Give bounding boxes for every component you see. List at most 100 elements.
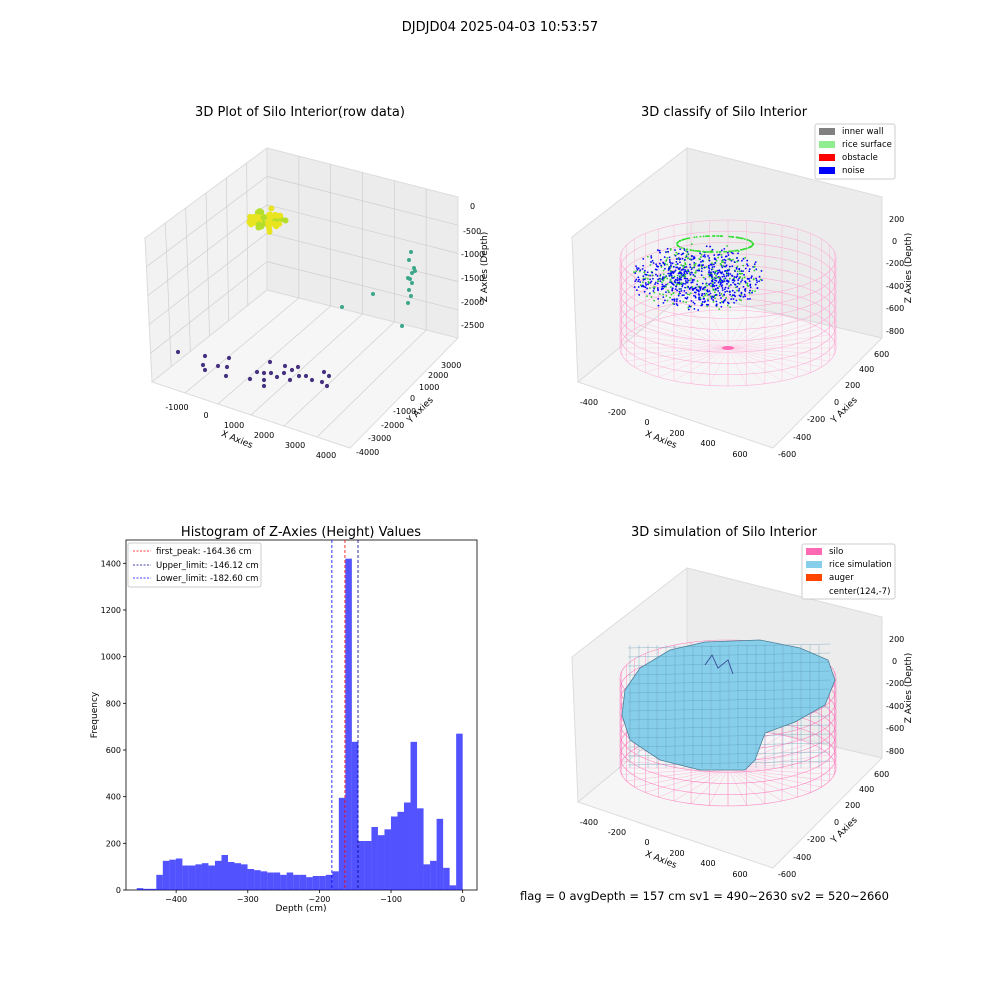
classify-point: [682, 300, 685, 303]
classify-point: [720, 293, 723, 295]
classify-point: [717, 281, 720, 284]
classify-point: [668, 275, 671, 277]
legend-label-inner-wall: inner wall: [842, 127, 883, 137]
classify-point: [684, 297, 687, 299]
silo-wire-spoke: [690, 347, 729, 384]
classify-point: [702, 235, 705, 238]
classify-point: [651, 277, 654, 280]
silo-wire-spoke: [727, 323, 811, 349]
classify-point: [683, 265, 686, 268]
classify-point: [723, 247, 726, 250]
classify-point: [715, 303, 718, 306]
raw-data-point: [175, 349, 181, 355]
classify-point: [657, 304, 660, 307]
classify-point: [760, 270, 763, 272]
raw-data-point: [303, 373, 309, 379]
classify-point: [733, 283, 736, 286]
histogram-bar: [286, 872, 294, 890]
classify-point: [653, 286, 656, 288]
silo-wire-spoke: [690, 312, 729, 349]
classify-point: [752, 265, 755, 268]
classify-point: [738, 277, 741, 280]
classify-point: [717, 271, 720, 274]
classify-point: [726, 279, 729, 282]
classify-point: [738, 282, 741, 285]
raw-z-tick: 0: [470, 202, 475, 211]
histogram-y-tick-label: 1200: [101, 606, 121, 615]
raw-grid-line: [266, 232, 459, 282]
classify-point: [687, 252, 690, 255]
classify-point: [711, 279, 714, 282]
classify-point: [724, 298, 727, 301]
classify-point: [708, 259, 711, 262]
raw-data-point: [254, 369, 260, 375]
classify-z-tick: -200: [886, 259, 904, 268]
classify-point: [740, 270, 743, 272]
classify-point: [666, 277, 669, 280]
silo-wire-spoke: [626, 347, 729, 362]
classify-x-tick: 600: [732, 450, 747, 459]
classify-point: [722, 265, 725, 267]
classify-z-tick: 0: [892, 237, 897, 246]
classify-point: [721, 259, 723, 262]
classify-point: [740, 293, 743, 296]
classify-point: [670, 293, 673, 296]
classify-point: [667, 272, 670, 275]
raw-x-label: X Axies: [219, 429, 254, 451]
histogram-bar: [169, 859, 176, 890]
classify-point: [692, 287, 695, 290]
histogram-panel: Histogram of Z-Axies (Height) Values −40…: [90, 525, 478, 914]
classify-point: [737, 252, 739, 255]
raw-y-tick: -1000: [393, 407, 416, 416]
raw-x-tick: 4000: [316, 451, 336, 460]
raw-grid-line: [316, 329, 427, 438]
histogram-bar: [430, 860, 437, 890]
classify-point: [674, 269, 677, 272]
classify-point: [700, 261, 702, 263]
classify-point: [717, 287, 719, 290]
silo-wire-spoke: [727, 347, 822, 368]
classify-point: [728, 285, 731, 287]
classify-point: [714, 271, 716, 274]
classify-point: [686, 248, 689, 251]
histogram-bar: [338, 797, 346, 890]
classify-point: [737, 282, 739, 285]
classify-point: [681, 294, 684, 297]
raw-data-point: [255, 221, 262, 228]
classify-point: [748, 268, 751, 271]
raw-data-point: [277, 212, 284, 219]
simulation-z-tick: -400: [886, 702, 904, 711]
classify-point: [650, 261, 652, 263]
raw-data-point: [268, 205, 275, 212]
classify-point: [702, 297, 705, 300]
classify-point: [733, 291, 736, 294]
classify-point: [690, 268, 693, 271]
classify-point: [635, 265, 637, 268]
classify-point: [726, 273, 729, 276]
raw-data-point: [321, 369, 327, 375]
histogram-legend: first_peak: -164.36 cm Upper_limit: -146…: [127, 542, 262, 588]
raw-z-tick: -2500: [461, 321, 484, 330]
classify-point: [639, 281, 642, 283]
classify-point: [723, 293, 726, 296]
histogram-bar: [260, 871, 268, 890]
classify-point: [645, 283, 647, 286]
classify-point: [675, 263, 677, 266]
classify-point: [666, 256, 669, 259]
classify-point: [671, 282, 674, 285]
classify-point: [683, 249, 686, 251]
classify-point: [706, 250, 708, 253]
classify-point: [678, 268, 680, 271]
classify-drawing: [619, 219, 837, 387]
simulation-z-tick: -800: [886, 747, 904, 756]
classify-point: [706, 235, 708, 238]
silo-wire-spoke: [727, 347, 830, 362]
classify-point: [703, 292, 706, 295]
classify-point: [650, 256, 653, 259]
classify-point: [685, 254, 688, 256]
classify-y-tick: -600: [778, 450, 796, 459]
classify-point: [744, 295, 747, 298]
classify-point: [669, 278, 672, 281]
classify-point: [733, 261, 736, 263]
silo-wire-spoke: [727, 318, 798, 349]
